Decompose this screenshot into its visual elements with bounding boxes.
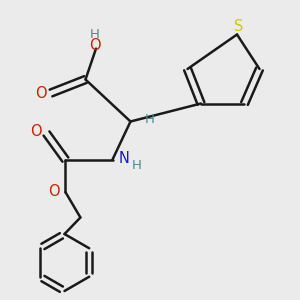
Text: O: O [89,38,101,53]
Text: S: S [234,19,243,34]
Text: H: H [90,28,100,41]
Text: H: H [145,112,155,126]
Text: O: O [30,124,42,139]
Text: O: O [49,184,60,200]
Text: O: O [35,85,46,100]
Text: N: N [118,151,129,166]
Text: H: H [132,159,142,172]
